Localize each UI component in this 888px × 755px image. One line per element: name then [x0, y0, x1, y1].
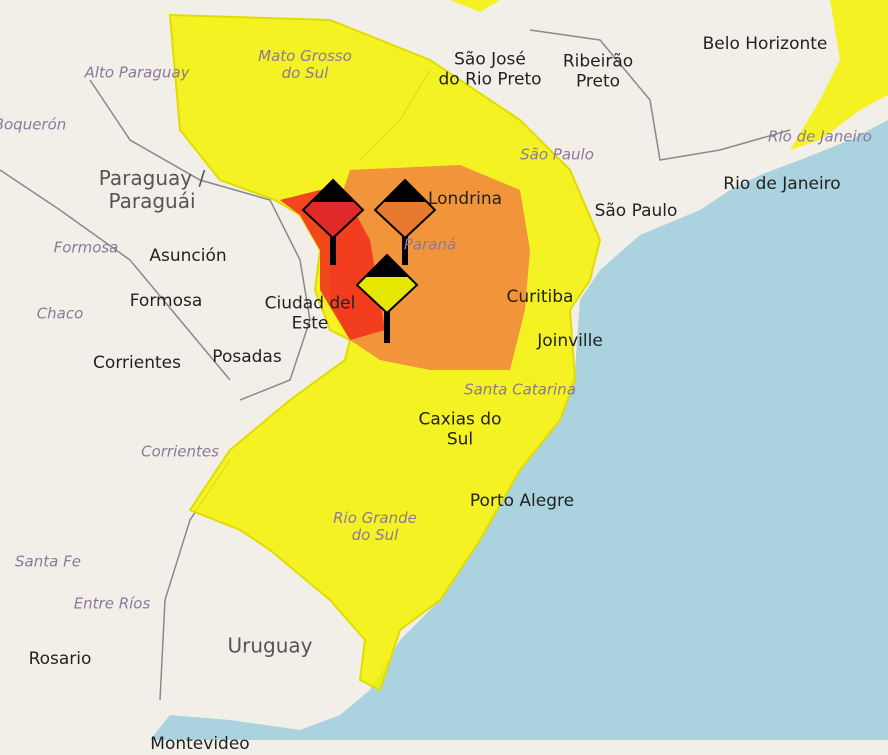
city-label: Londrina	[427, 189, 503, 210]
city-label: Asunción	[149, 246, 227, 267]
ocean	[150, 120, 888, 740]
region-label: Santa Catarina	[464, 380, 576, 399]
city-label: Joinville	[537, 331, 603, 352]
city-label: Corrientes	[93, 353, 181, 374]
region-label: Santa Fe	[15, 552, 81, 571]
region-label: Rio Grande do Sul	[333, 508, 417, 544]
red-alert-marker[interactable]	[301, 178, 365, 265]
city-label: Rosario	[28, 649, 92, 670]
city-label: Belo Horizonte	[702, 34, 828, 55]
city-label: Formosa	[129, 291, 203, 312]
region-label: Alto Paraguay	[84, 63, 190, 82]
region-label: Boquerón	[0, 115, 67, 134]
yellow-alert-area-n[interactable]	[450, 0, 500, 12]
country-label: Paraguay / Paraguái	[98, 166, 206, 213]
city-label: Montevideo	[150, 734, 250, 755]
city-label: Posadas	[212, 347, 282, 368]
region-label: Mato Grosso do Sul	[258, 46, 352, 82]
city-label: Curitiba	[506, 287, 574, 308]
region-label: Entre Ríos	[73, 594, 151, 613]
orange-alert-marker[interactable]	[373, 178, 437, 265]
region-label: Chaco	[36, 304, 84, 323]
city-label: São José do Rio Preto	[438, 49, 542, 89]
region-label: Formosa	[53, 238, 119, 257]
region-label: Corrientes	[141, 442, 219, 461]
region-label: Paraná	[403, 235, 457, 254]
country-label: Uruguay	[227, 633, 313, 658]
city-label: São Paulo	[594, 201, 678, 222]
city-label: Rio de Janeiro	[723, 174, 841, 195]
yellow-alert-marker[interactable]	[355, 253, 419, 343]
city-label: Ribeirão Preto	[562, 51, 634, 91]
city-label: Caxias do Sul	[418, 409, 502, 449]
region-label: Rio de Janeiro	[768, 127, 872, 146]
city-label: Ciudad del Este	[264, 293, 356, 333]
region-label: São Paulo	[520, 145, 594, 164]
city-label: Porto Alegre	[469, 491, 575, 512]
yellow-alert-area-ne[interactable]	[790, 0, 888, 150]
